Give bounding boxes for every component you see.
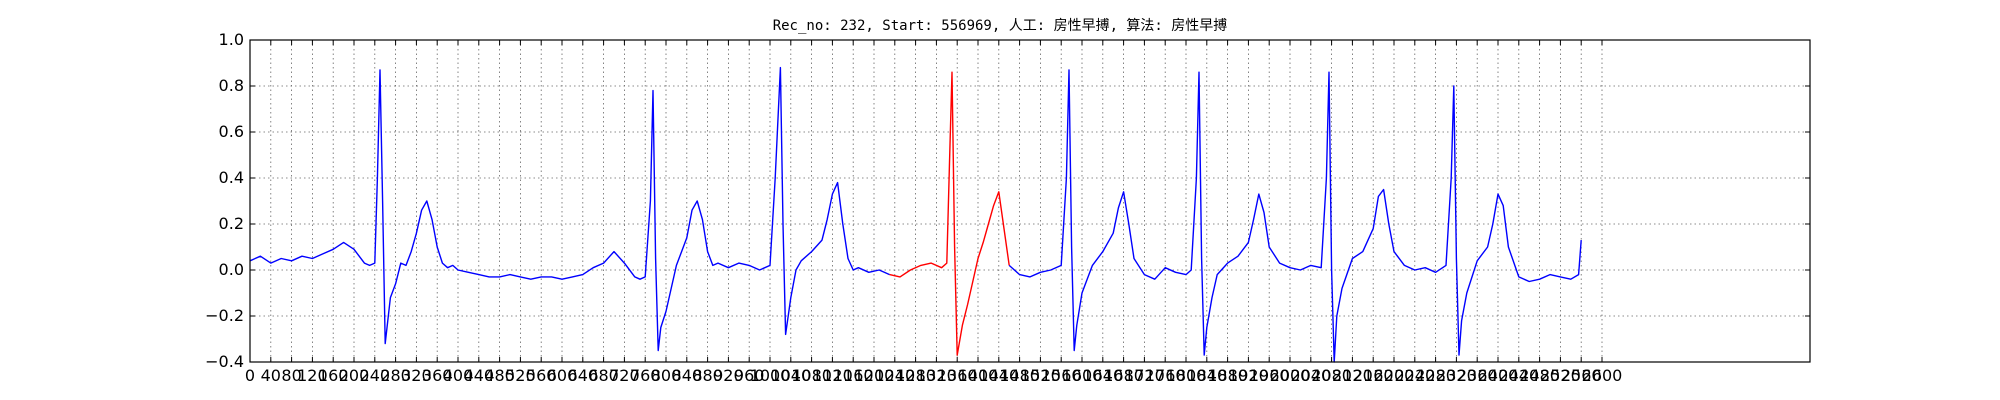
x-tick-label: 960 [734,366,765,385]
x-tick-label: 1560 [1041,366,1082,385]
x-tick-label: 360 [422,366,453,385]
x-tick-label: 160 [318,366,349,385]
x-tick-label: 1480 [999,366,1040,385]
x-tick-label: 2200 [1374,366,1415,385]
x-tick-label: 2440 [1498,366,1539,385]
chart-title: Rec_no: 232, Start: 556969, 人工: 房性早搏, 算法… [773,17,1228,34]
series-lines [249,66,1582,363]
x-tick-label: 400 [443,366,474,385]
x-tick-label: 1080 [791,366,832,385]
y-tick-label: −0.4 [205,352,244,371]
x-tick-label: 1960 [1249,366,1290,385]
x-tick-label: 840 [672,366,703,385]
x-tick-label: 1120 [812,366,853,385]
x-tick-label: 1160 [833,366,874,385]
x-tick-label: 2480 [1519,366,1560,385]
x-tick-label: 2280 [1415,366,1456,385]
x-tick-label: 1920 [1228,366,1269,385]
x-tick-label: 2600 [1582,366,1623,385]
x-tick-label: 2040 [1290,366,1331,385]
y-tick-label: 0.0 [219,260,244,279]
x-tick-label: 2000 [1270,366,1311,385]
x-tick-label: 1600 [1062,366,1103,385]
x-tick-label: 40 [261,366,281,385]
y-axis-ticks: −0.4 −0.2 0.0 0.2 0.4 0.6 0.8 1.0 [205,30,1810,371]
x-tick-label: 2560 [1561,366,1602,385]
x-tick-label: 1720 [1124,366,1165,385]
x-tick-label: 880 [692,366,723,385]
x-axis-ticks: 0 40 8012016020024028032036040044048052056… [245,40,1622,385]
ecg-series-line-0 [249,66,890,352]
ecg-series-line-2 [1008,69,1582,363]
x-tick-label: 2240 [1394,366,1435,385]
x-tick-label: 640 [568,366,599,385]
x-tick-label: 2080 [1311,366,1352,385]
x-tick-label: 1640 [1082,366,1123,385]
x-tick-label: 2400 [1478,366,1519,385]
x-tick-label: 1400 [958,366,999,385]
x-tick-label: 560 [526,366,557,385]
x-tick-label: 760 [630,366,661,385]
x-tick-label: 2320 [1436,366,1477,385]
x-tick-label: 1000 [750,366,791,385]
x-tick-label: 0 [245,366,255,385]
y-tick-label: 1.0 [219,30,244,49]
x-tick-label: 240 [360,366,391,385]
y-tick-label: 0.4 [219,168,244,187]
x-tick-label: 1520 [1020,366,1061,385]
x-tick-label: 520 [505,366,536,385]
x-tick-label: 2120 [1332,366,1373,385]
x-tick-label: 440 [464,366,495,385]
x-tick-label: 280 [380,366,411,385]
x-tick-label: 1360 [937,366,978,385]
x-tick-label: 480 [484,366,515,385]
y-tick-label: −0.2 [205,306,244,325]
x-tick-label: 320 [401,366,432,385]
y-tick-label: 0.6 [219,122,244,141]
x-tick-label: 1200 [854,366,895,385]
x-tick-label: 1280 [895,366,936,385]
ecg-series-line-1 [889,71,1010,356]
x-tick-label: 1440 [978,366,1019,385]
x-tick-label: 80 [281,366,301,385]
x-tick-label: 1760 [1145,366,1186,385]
x-tick-label: 1320 [916,366,957,385]
x-tick-label: 2160 [1353,366,1394,385]
x-tick-label: 2360 [1457,366,1498,385]
x-tick-label: 680 [588,366,619,385]
x-tick-label: 920 [713,366,744,385]
x-tick-label: 720 [609,366,640,385]
y-tick-label: 0.8 [219,76,244,95]
x-tick-label: 120 [297,366,328,385]
plot-frame [249,39,1811,363]
x-tick-label: 2520 [1540,366,1581,385]
x-tick-label: 1240 [874,366,915,385]
x-tick-label: 200 [339,366,370,385]
x-tick-label: 800 [651,366,682,385]
grid-lines [249,39,1810,363]
x-tick-label: 1680 [1103,366,1144,385]
x-tick-label: 1800 [1166,366,1207,385]
x-tick-label: 1040 [770,366,811,385]
y-tick-label: 0.2 [219,214,244,233]
x-tick-label: 600 [547,366,578,385]
x-tick-label: 1880 [1207,366,1248,385]
x-tick-label: 1840 [1186,366,1227,385]
